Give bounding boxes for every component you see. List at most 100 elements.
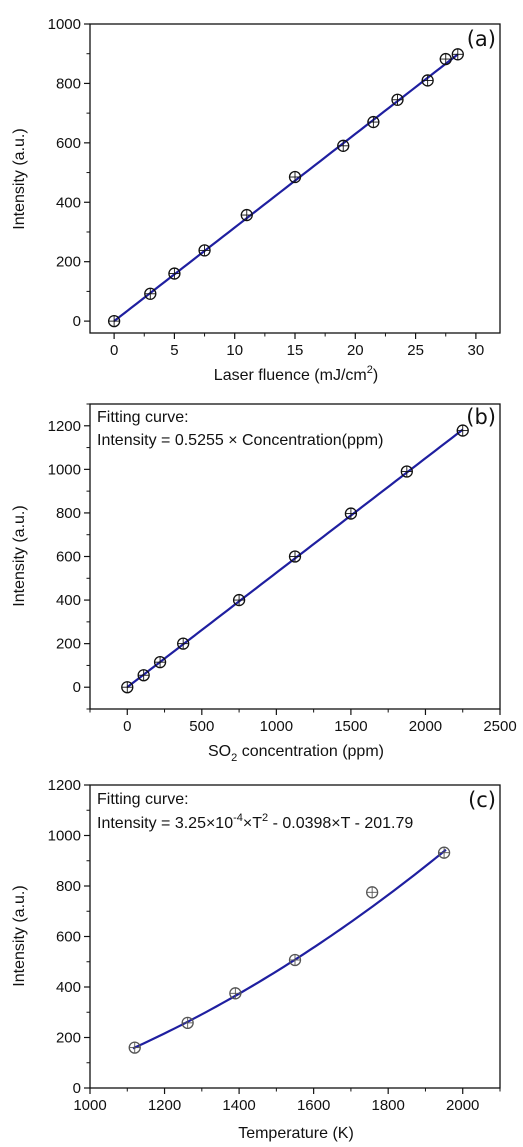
- panel-c-anno-a: Intensity = 3.25×10: [97, 815, 233, 832]
- panel-a-data-point: [198, 244, 211, 257]
- panel-b-point-circle: [456, 424, 469, 437]
- panel-a-data-point: [451, 48, 464, 61]
- panel-a-ytick-label: 800: [56, 75, 81, 92]
- panel-a-xlabel: Laser fluence (mJ/cm2): [214, 364, 378, 384]
- panel-c-xtick-label: 2000: [446, 1097, 479, 1114]
- panel-c-tag: (c): [468, 788, 496, 812]
- panel-a-point-circle: [144, 287, 157, 300]
- panel-a-ytick-label: 200: [56, 254, 81, 271]
- panel-a-xtick-label: 25: [407, 342, 424, 359]
- panel-b-annotation-2: Intensity = 0.5255 × Concentration(ppm): [97, 432, 383, 449]
- panel-b-point-circle: [288, 550, 302, 563]
- panel-a-point-circle: [168, 267, 181, 280]
- panel-b-ytick-label: 600: [56, 549, 81, 566]
- panel-b-point-circle: [121, 681, 134, 694]
- panel-a-xtick-label: 15: [287, 342, 304, 359]
- panel-b-xlabel: SO2 concentration (ppm): [208, 743, 384, 764]
- panel-b-point-circle: [232, 593, 246, 607]
- panel-a-xlabel-main: Laser fluence (mJ/cm: [214, 367, 367, 384]
- panel-b-data-point: [177, 637, 190, 650]
- panel-b-xtick-label: 2000: [409, 718, 442, 735]
- panel-a-point-circle: [367, 115, 380, 129]
- panel-b: 0 500 1000 1500 2000 2500 0 200 400 600 800 1000 120…: [11, 403, 517, 764]
- panel-c-xtick-label: 1800: [371, 1097, 404, 1114]
- panel-b-data-point: [137, 669, 150, 682]
- panel-c-ytick-label: 0: [73, 1080, 81, 1097]
- panel-b-data-point: [344, 507, 358, 520]
- panel-c-data-point: [437, 846, 451, 859]
- panel-c-anno-b: -4: [233, 812, 243, 824]
- panel-a-ytick-label: 600: [56, 135, 81, 152]
- panel-a-tag: (a): [467, 27, 496, 51]
- panel-a-point-circle: [240, 208, 253, 222]
- panel-b-point-circle: [177, 637, 190, 650]
- panel-a-xtick-label: 0: [110, 342, 118, 359]
- panel-b-xlabel-sub: 2: [231, 752, 237, 764]
- panel-a-ytick-label: 0: [73, 313, 81, 330]
- panel-a-point-circle: [421, 74, 434, 87]
- panel-a-xlabel-end: ): [373, 367, 378, 384]
- panel-a-data-point: [288, 170, 302, 184]
- panel-b-ytick-label: 800: [56, 505, 81, 522]
- panel-c-annotation-1: Fitting curve:: [97, 791, 189, 808]
- panel-a-data-point: [168, 267, 181, 280]
- panel-c: 1000 1200 1400 1600 1800 2000 0 200 400 600 800 100…: [11, 777, 501, 1142]
- panel-c-data-point: [366, 886, 379, 899]
- panel-a-point-circle: [288, 170, 302, 184]
- panel-c-data-point: [229, 987, 242, 1000]
- panel-c-ytick-label: 800: [56, 878, 81, 895]
- panel-c-data-point: [181, 1016, 194, 1030]
- panel-b-xtick-label: 2500: [483, 718, 516, 735]
- panel-b-tag: (b): [466, 405, 496, 429]
- panel-c-xtick-label: 1400: [222, 1097, 255, 1114]
- panel-c-ytick-label: 600: [56, 929, 81, 946]
- panel-b-xtick-label: 1500: [334, 718, 367, 735]
- panel-a-data-point: [240, 208, 253, 222]
- panel-c-anno-e: - 0.0398×T - 201.79: [268, 815, 413, 832]
- panel-c-xtick-label: 1000: [73, 1097, 106, 1114]
- panel-a-ytick-label: 1000: [48, 16, 81, 33]
- panel-c-anno-d: 2: [262, 812, 268, 824]
- panel-b-ytick-label: 1000: [48, 461, 81, 478]
- panel-b-data-point: [153, 656, 167, 669]
- panel-b-xlabel-main: SO: [208, 743, 231, 760]
- panel-c-xtick-label: 1200: [148, 1097, 181, 1114]
- panel-c-ytick-label: 1200: [48, 777, 81, 794]
- panel-c-ylabel: Intensity (a.u.): [11, 885, 28, 986]
- panel-a-ytick-label: 400: [56, 194, 81, 211]
- panel-a-point-circle: [107, 314, 121, 328]
- panel-b-xtick-label: 1000: [260, 718, 293, 735]
- panel-b-ytick-label: 0: [73, 679, 81, 696]
- panel-a-data-point: [144, 287, 157, 300]
- panel-c-point-circle: [366, 886, 379, 899]
- panel-c-data-point: [128, 1041, 141, 1054]
- panel-a-ticks: 0 5 10 15 20 25 30 0 200 400 600 800 1000: [48, 16, 485, 359]
- panel-c-anno-c: ×T: [243, 815, 262, 832]
- panel-b-point-circle: [344, 507, 358, 520]
- panel-c-xlabel: Temperature (K): [238, 1125, 354, 1142]
- panel-a: 0 5 10 15 20 25 30 0 200 400 600 800 1000 (a) Intens…: [11, 16, 501, 384]
- panel-b-annotation-1: Fitting curve:: [97, 409, 189, 426]
- panel-c-annotation-2: Intensity = 3.25×10-4×T2 - 0.0398×T - 20…: [97, 812, 413, 832]
- panel-c-point-circle: [288, 953, 302, 967]
- panel-b-ylabel: Intensity (a.u.): [11, 505, 28, 606]
- panel-a-data-point: [107, 314, 121, 328]
- panel-a-xtick-label: 5: [170, 342, 178, 359]
- panel-b-ticks: 0 500 1000 1500 2000 2500 0 200 400 600 800 1000 120…: [48, 403, 517, 735]
- panel-c-ytick-label: 200: [56, 1030, 81, 1047]
- panel-c-point-circle: [437, 846, 451, 859]
- panel-a-point-circle: [337, 139, 350, 152]
- panel-b-data-point: [232, 593, 246, 607]
- panel-a-point-circle: [391, 93, 404, 106]
- panel-a-point-circle: [439, 52, 452, 66]
- panel-b-ytick-label: 1200: [48, 418, 81, 435]
- panel-c-ytick-label: 1000: [48, 828, 81, 845]
- panel-b-data-point: [121, 681, 134, 694]
- panel-b-point-circle: [153, 656, 167, 669]
- panel-c-ticks: 1000 1200 1400 1600 1800 2000 0 200 400 600 800 100…: [48, 777, 501, 1114]
- panel-a-xtick-label: 10: [226, 342, 243, 359]
- panel-b-data-point: [456, 424, 469, 437]
- panel-c-point-circle: [229, 987, 242, 1000]
- panel-b-xtick-label: 500: [189, 718, 214, 735]
